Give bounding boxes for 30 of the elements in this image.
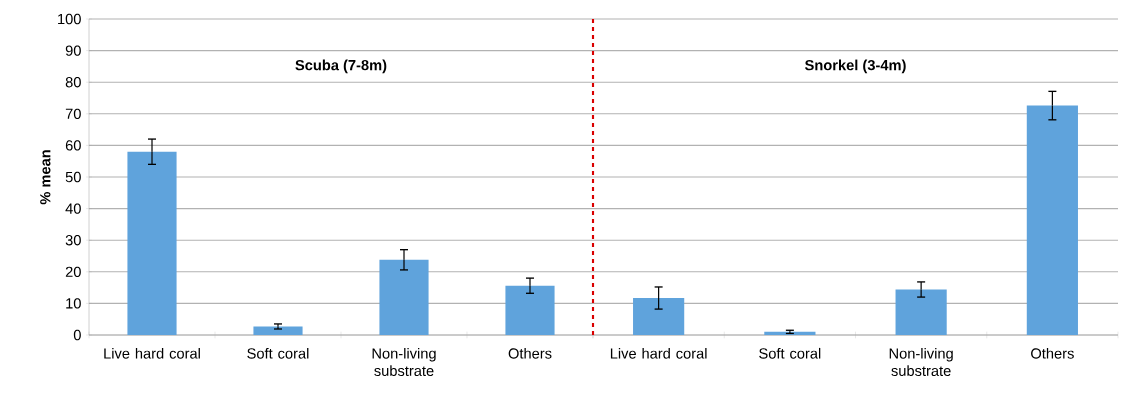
x-tick-label: Live hard coral (104, 347, 200, 359)
y-axis-title: % mean (40, 150, 51, 205)
y-tick-label: 20 (65, 266, 81, 277)
y-tick-label: 70 (65, 108, 81, 119)
y-tick-label: 0 (73, 329, 81, 341)
bar (633, 298, 685, 335)
x-tick-label: Others (1031, 347, 1074, 359)
bar (127, 151, 177, 335)
y-tick-label: 80 (65, 77, 81, 88)
x-tick-label: Non-living substrate (889, 347, 953, 376)
x-tick-label: Soft coral (759, 347, 821, 359)
bar (253, 326, 303, 335)
y-tick-label: 40 (65, 203, 81, 214)
annotation: Snorkel (3-4m) (804, 59, 906, 74)
y-tick-label: 60 (65, 140, 81, 151)
y-tick-label: 100 (58, 13, 81, 25)
y-tick-label: 50 (65, 171, 81, 183)
bar (895, 289, 947, 335)
x-tick-label: Soft coral (247, 347, 309, 359)
x-tick-label: Live hard coral (610, 347, 707, 359)
y-tick-label: 90 (65, 45, 81, 56)
y-tick-label: 10 (66, 298, 81, 309)
annotation: Scuba (7-8m) (295, 59, 387, 74)
x-tick-label: Others (508, 347, 552, 359)
x-tick-label: Non-living substrate (372, 347, 436, 376)
bar (764, 331, 816, 335)
bar (1026, 105, 1078, 335)
bar (379, 259, 429, 335)
y-tick-label: 30 (65, 235, 81, 246)
bar (505, 285, 555, 335)
